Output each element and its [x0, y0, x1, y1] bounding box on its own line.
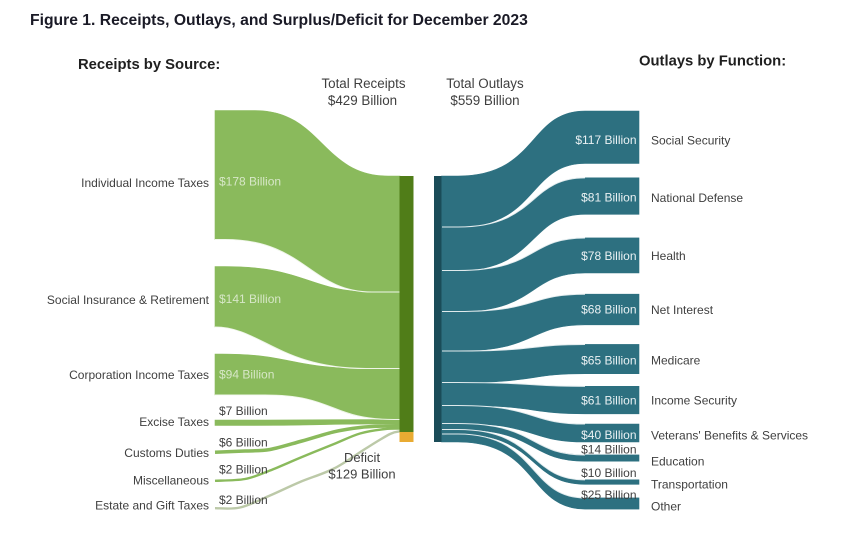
svg-text:$61 Billion: $61 Billion — [581, 394, 636, 408]
svg-text:$129 Billion: $129 Billion — [328, 467, 395, 482]
svg-text:$429 Billion: $429 Billion — [328, 93, 397, 108]
svg-text:Medicare: Medicare — [651, 354, 701, 368]
svg-text:Health: Health — [651, 249, 686, 263]
svg-text:Transportation: Transportation — [651, 478, 728, 492]
svg-text:Veterans' Benefits & Services: Veterans' Benefits & Services — [651, 429, 808, 443]
svg-text:Social Security: Social Security — [651, 134, 730, 148]
svg-text:Figure 1. Receipts, Outlays, a: Figure 1. Receipts, Outlays, and Surplus… — [30, 12, 528, 29]
svg-text:Total Receipts: Total Receipts — [321, 76, 405, 91]
svg-text:$68 Billion: $68 Billion — [581, 303, 636, 317]
svg-text:$78 Billion: $78 Billion — [581, 249, 636, 263]
svg-text:$81 Billion: $81 Billion — [581, 191, 636, 205]
svg-text:$7 Billion: $7 Billion — [219, 404, 268, 418]
svg-text:Miscellaneous: Miscellaneous — [133, 474, 209, 488]
svg-text:$117 Billion: $117 Billion — [575, 133, 636, 147]
svg-text:$65 Billion: $65 Billion — [581, 354, 636, 368]
svg-text:$141 Billion: $141 Billion — [219, 292, 281, 306]
svg-text:Excise Taxes: Excise Taxes — [139, 415, 209, 429]
svg-text:$14 Billion: $14 Billion — [581, 443, 636, 457]
svg-text:Income Security: Income Security — [651, 394, 737, 408]
svg-text:Deficit: Deficit — [344, 450, 381, 465]
svg-text:$2 Billion: $2 Billion — [219, 493, 268, 507]
svg-text:$559 Billion: $559 Billion — [450, 93, 519, 108]
svg-text:$2 Billion: $2 Billion — [219, 463, 268, 477]
svg-text:Net Interest: Net Interest — [651, 303, 714, 317]
svg-text:$40 Billion: $40 Billion — [581, 428, 636, 442]
svg-text:Other: Other — [651, 500, 681, 514]
svg-text:$25 Billion: $25 Billion — [581, 488, 636, 502]
svg-text:Social Insurance & Retirement: Social Insurance & Retirement — [47, 293, 210, 307]
svg-text:Estate and Gift Taxes: Estate and Gift Taxes — [95, 499, 209, 513]
svg-text:Corporation Income Taxes: Corporation Income Taxes — [69, 368, 209, 382]
svg-text:Outlays by Function:: Outlays by Function: — [639, 54, 786, 70]
svg-text:$6 Billion: $6 Billion — [219, 436, 268, 450]
svg-text:National Defense: National Defense — [651, 191, 743, 205]
svg-text:Individual Income Taxes: Individual Income Taxes — [81, 176, 209, 190]
svg-text:Total Outlays: Total Outlays — [446, 76, 524, 91]
svg-text:Education: Education — [651, 455, 704, 469]
svg-text:$178 Billion: $178 Billion — [219, 175, 281, 189]
svg-text:$94 Billion: $94 Billion — [219, 368, 274, 382]
svg-text:Customs Duties: Customs Duties — [124, 446, 209, 460]
svg-text:Receipts by Source:: Receipts by Source: — [78, 57, 220, 73]
svg-text:$10 Billion: $10 Billion — [581, 466, 636, 480]
